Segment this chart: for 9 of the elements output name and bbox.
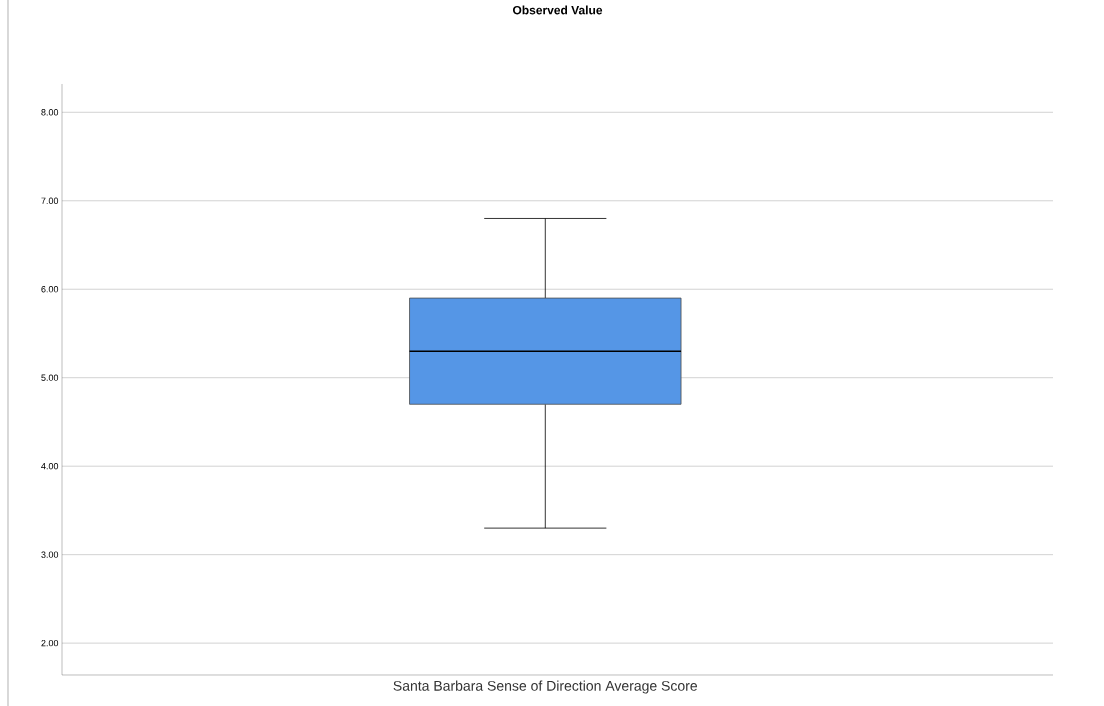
- y-tick-label: 8.00: [41, 109, 59, 116]
- y-tick-label: 3.00: [41, 551, 59, 558]
- y-tick-label: 7.00: [41, 197, 59, 204]
- y-tick-label: 2.00: [41, 639, 59, 647]
- y-tick-label: 6.00: [41, 286, 59, 293]
- chart-title: Observed Value: [512, 5, 603, 15]
- x-tick-label: Santa Barbara Sense of Direction Average Score: [393, 680, 698, 694]
- y-tick-label: 5.00: [41, 374, 59, 381]
- y-tick-label: 4.00: [41, 463, 59, 470]
